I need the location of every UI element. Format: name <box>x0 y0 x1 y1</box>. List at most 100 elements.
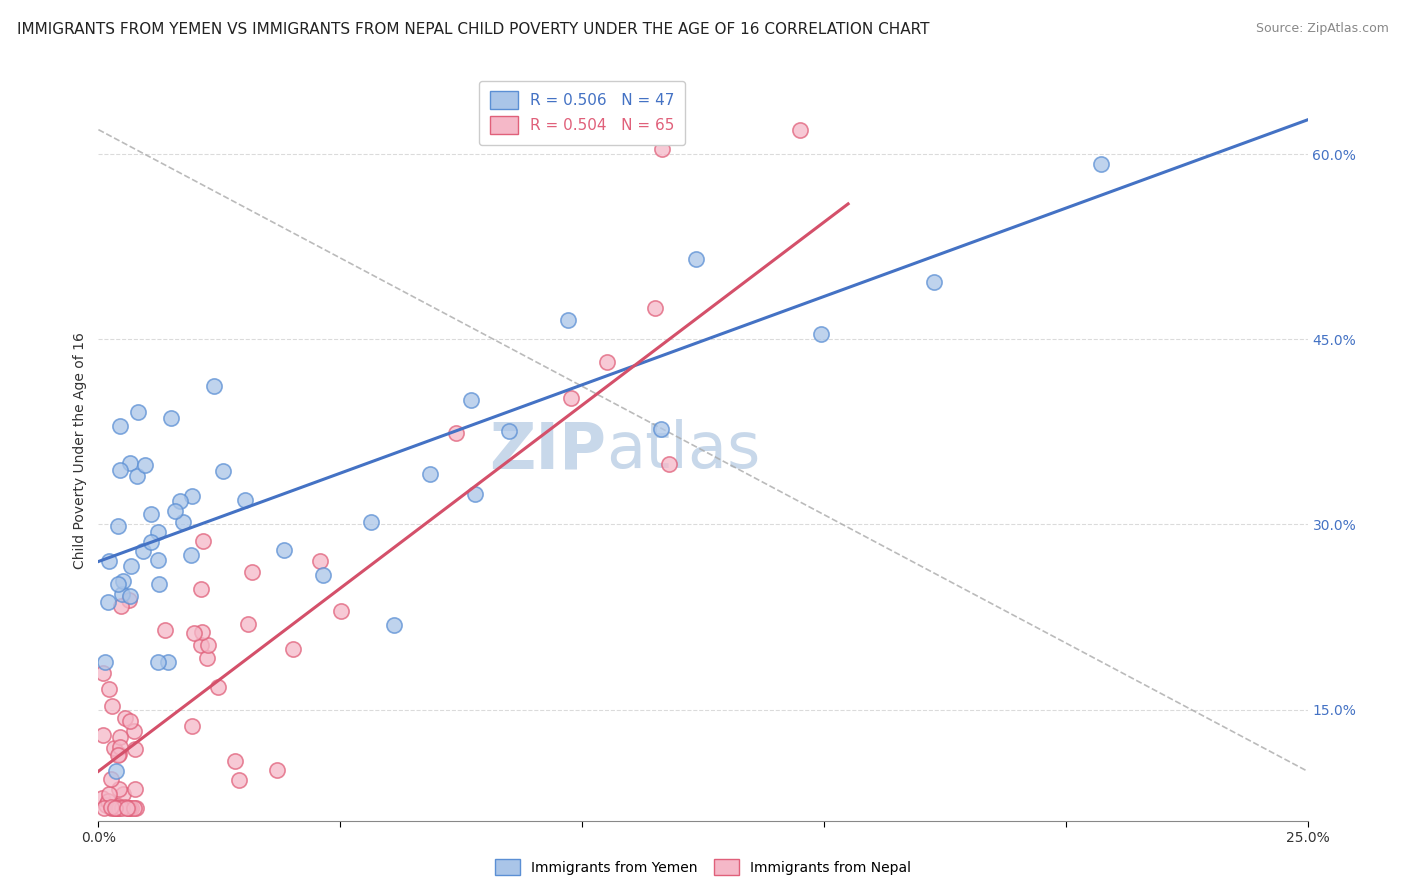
Point <box>330 604 353 618</box>
Point <box>110 740 132 755</box>
Point <box>557 313 579 327</box>
Point <box>117 801 139 815</box>
Point <box>125 469 148 483</box>
Point <box>224 754 246 768</box>
Point <box>115 801 138 815</box>
Point <box>94 798 117 813</box>
Point <box>108 730 131 744</box>
Point <box>180 548 202 562</box>
Point <box>159 411 181 425</box>
Point <box>266 764 288 778</box>
Point <box>120 801 142 815</box>
Point <box>103 801 125 815</box>
Point <box>120 558 142 573</box>
Point <box>596 355 619 369</box>
Point <box>101 698 124 713</box>
Point <box>118 592 141 607</box>
Point <box>685 252 707 266</box>
Point <box>444 425 467 440</box>
Point <box>100 801 122 815</box>
Point <box>360 516 382 530</box>
Point <box>110 587 132 601</box>
Point <box>139 507 162 521</box>
Point <box>165 504 187 518</box>
Point <box>190 638 212 652</box>
Point <box>153 623 176 637</box>
Point <box>118 801 141 815</box>
Point <box>105 801 128 815</box>
Point <box>100 772 122 786</box>
Legend: Immigrants from Yemen, Immigrants from Nepal: Immigrants from Yemen, Immigrants from N… <box>489 854 917 880</box>
Point <box>91 666 114 681</box>
Point <box>118 456 141 470</box>
Point <box>1090 157 1112 171</box>
Point <box>180 718 202 732</box>
Point <box>146 553 169 567</box>
Point <box>124 782 146 797</box>
Point <box>108 419 131 434</box>
Point <box>273 542 295 557</box>
Point <box>498 424 520 438</box>
Point <box>104 801 127 815</box>
Point <box>191 625 214 640</box>
Point <box>98 788 121 802</box>
Point <box>157 656 180 670</box>
Point <box>105 764 128 779</box>
Text: IMMIGRANTS FROM YEMEN VS IMMIGRANTS FROM NEPAL CHILD POVERTY UNDER THE AGE OF 16: IMMIGRANTS FROM YEMEN VS IMMIGRANTS FROM… <box>17 22 929 37</box>
Point <box>382 618 405 632</box>
Point <box>922 275 945 289</box>
Point <box>107 748 129 763</box>
Text: Source: ZipAtlas.com: Source: ZipAtlas.com <box>1256 22 1389 36</box>
Point <box>118 714 141 729</box>
Point <box>107 798 129 813</box>
Point <box>108 782 131 797</box>
Point <box>460 392 482 407</box>
Point <box>228 773 250 788</box>
Point <box>172 516 194 530</box>
Point <box>238 616 260 631</box>
Point <box>94 656 117 670</box>
Point <box>312 568 335 582</box>
Point <box>96 594 118 608</box>
Point <box>97 554 120 568</box>
Point <box>281 641 304 656</box>
Point <box>97 794 120 808</box>
Point <box>560 391 582 405</box>
Point <box>134 458 156 473</box>
Point <box>114 711 136 725</box>
Point <box>111 787 134 801</box>
Point <box>97 681 120 696</box>
Point <box>114 800 136 814</box>
Point <box>148 655 170 669</box>
Point <box>197 639 219 653</box>
Point <box>148 577 170 591</box>
Point <box>650 422 672 436</box>
Point <box>122 801 145 815</box>
Legend: R = 0.506   N = 47, R = 0.504   N = 65: R = 0.506 N = 47, R = 0.504 N = 65 <box>479 80 685 145</box>
Point <box>93 728 115 742</box>
Point <box>108 801 131 815</box>
Point <box>789 122 811 136</box>
Point <box>132 544 155 558</box>
Point <box>464 486 486 500</box>
Point <box>148 524 170 539</box>
Point <box>124 741 146 756</box>
Point <box>107 577 129 591</box>
Point <box>169 494 191 508</box>
Point <box>122 723 145 738</box>
Point <box>127 405 149 419</box>
Point <box>111 574 134 588</box>
Point <box>419 467 441 482</box>
Point <box>202 379 225 393</box>
Point <box>108 463 131 477</box>
Point <box>125 801 148 815</box>
Point <box>100 799 122 814</box>
Point <box>212 465 235 479</box>
Point <box>110 801 132 815</box>
Point <box>651 142 673 156</box>
Point <box>658 457 681 471</box>
Point <box>103 741 125 756</box>
Point <box>105 801 128 815</box>
Point <box>644 301 666 315</box>
Text: atlas: atlas <box>606 419 761 482</box>
